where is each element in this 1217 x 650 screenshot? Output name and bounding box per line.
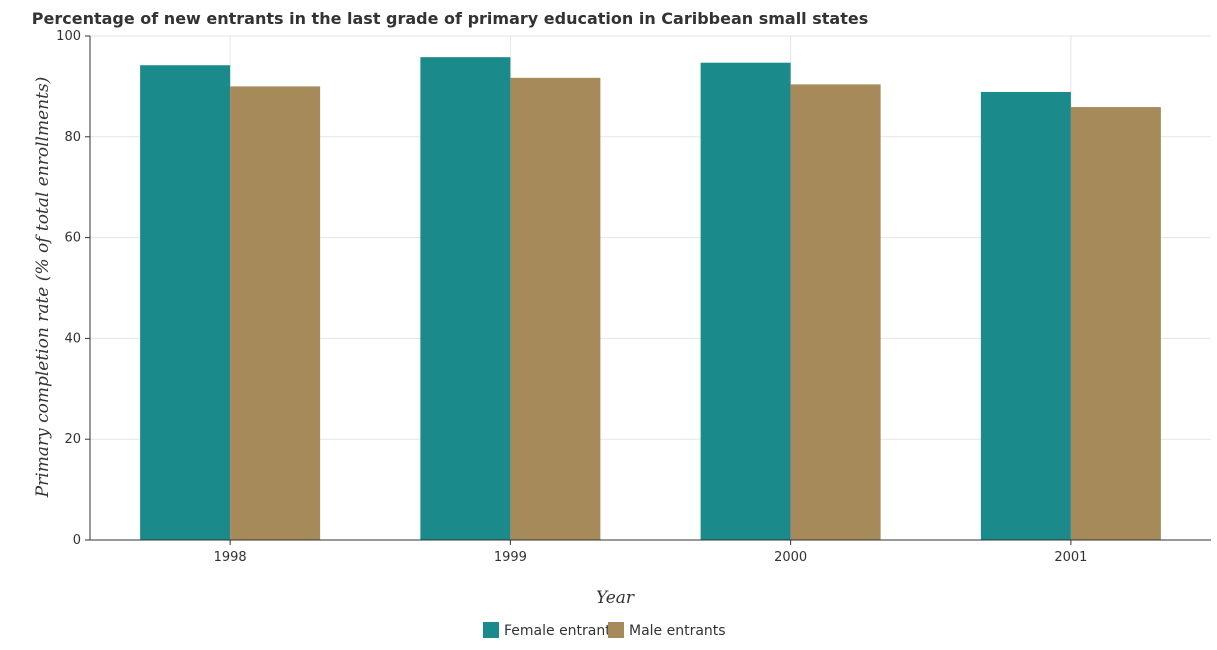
bar-female-1998 <box>140 65 231 541</box>
chart-title: Percentage of new entrants in the last g… <box>32 9 868 28</box>
legend-swatch <box>483 622 499 638</box>
legend: Female entrants Male entrants <box>483 622 726 639</box>
y-tick-label: 40 <box>64 331 81 346</box>
bar-female-2001 <box>980 91 1071 540</box>
x-tick-label: 2000 <box>774 550 807 565</box>
bar-male-2001 <box>1070 107 1161 541</box>
y-tick-label: 60 <box>64 231 81 246</box>
y-tick-label: 0 <box>73 533 81 548</box>
plot-area: 0 20 40 60 80 100 1998 1999 2000 2001 <box>56 29 1211 565</box>
bar-female-1999 <box>420 57 511 540</box>
x-axis-label: Year <box>596 588 635 608</box>
legend-swatch <box>608 622 624 638</box>
x-tick-label: 1999 <box>494 550 527 565</box>
bar-male-1998 <box>230 86 321 541</box>
y-tick-label: 20 <box>64 432 81 447</box>
bar-male-2000 <box>790 84 881 540</box>
y-tick-label: 80 <box>64 130 81 145</box>
x-tick-label: 1998 <box>214 550 247 565</box>
legend-label: Female entrants <box>504 623 618 639</box>
y-axis-label: Primary completion rate (% of total enro… <box>33 77 53 499</box>
y-tick-label: 100 <box>56 29 81 44</box>
legend-label: Male entrants <box>629 623 726 639</box>
bar-male-1999 <box>510 77 601 540</box>
x-tick-label: 2001 <box>1054 550 1087 565</box>
bar-female-2000 <box>700 62 791 540</box>
